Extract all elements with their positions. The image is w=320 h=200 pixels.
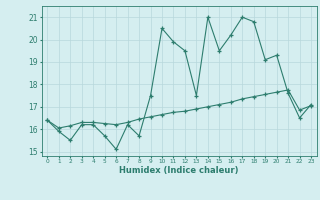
X-axis label: Humidex (Indice chaleur): Humidex (Indice chaleur) bbox=[119, 166, 239, 175]
